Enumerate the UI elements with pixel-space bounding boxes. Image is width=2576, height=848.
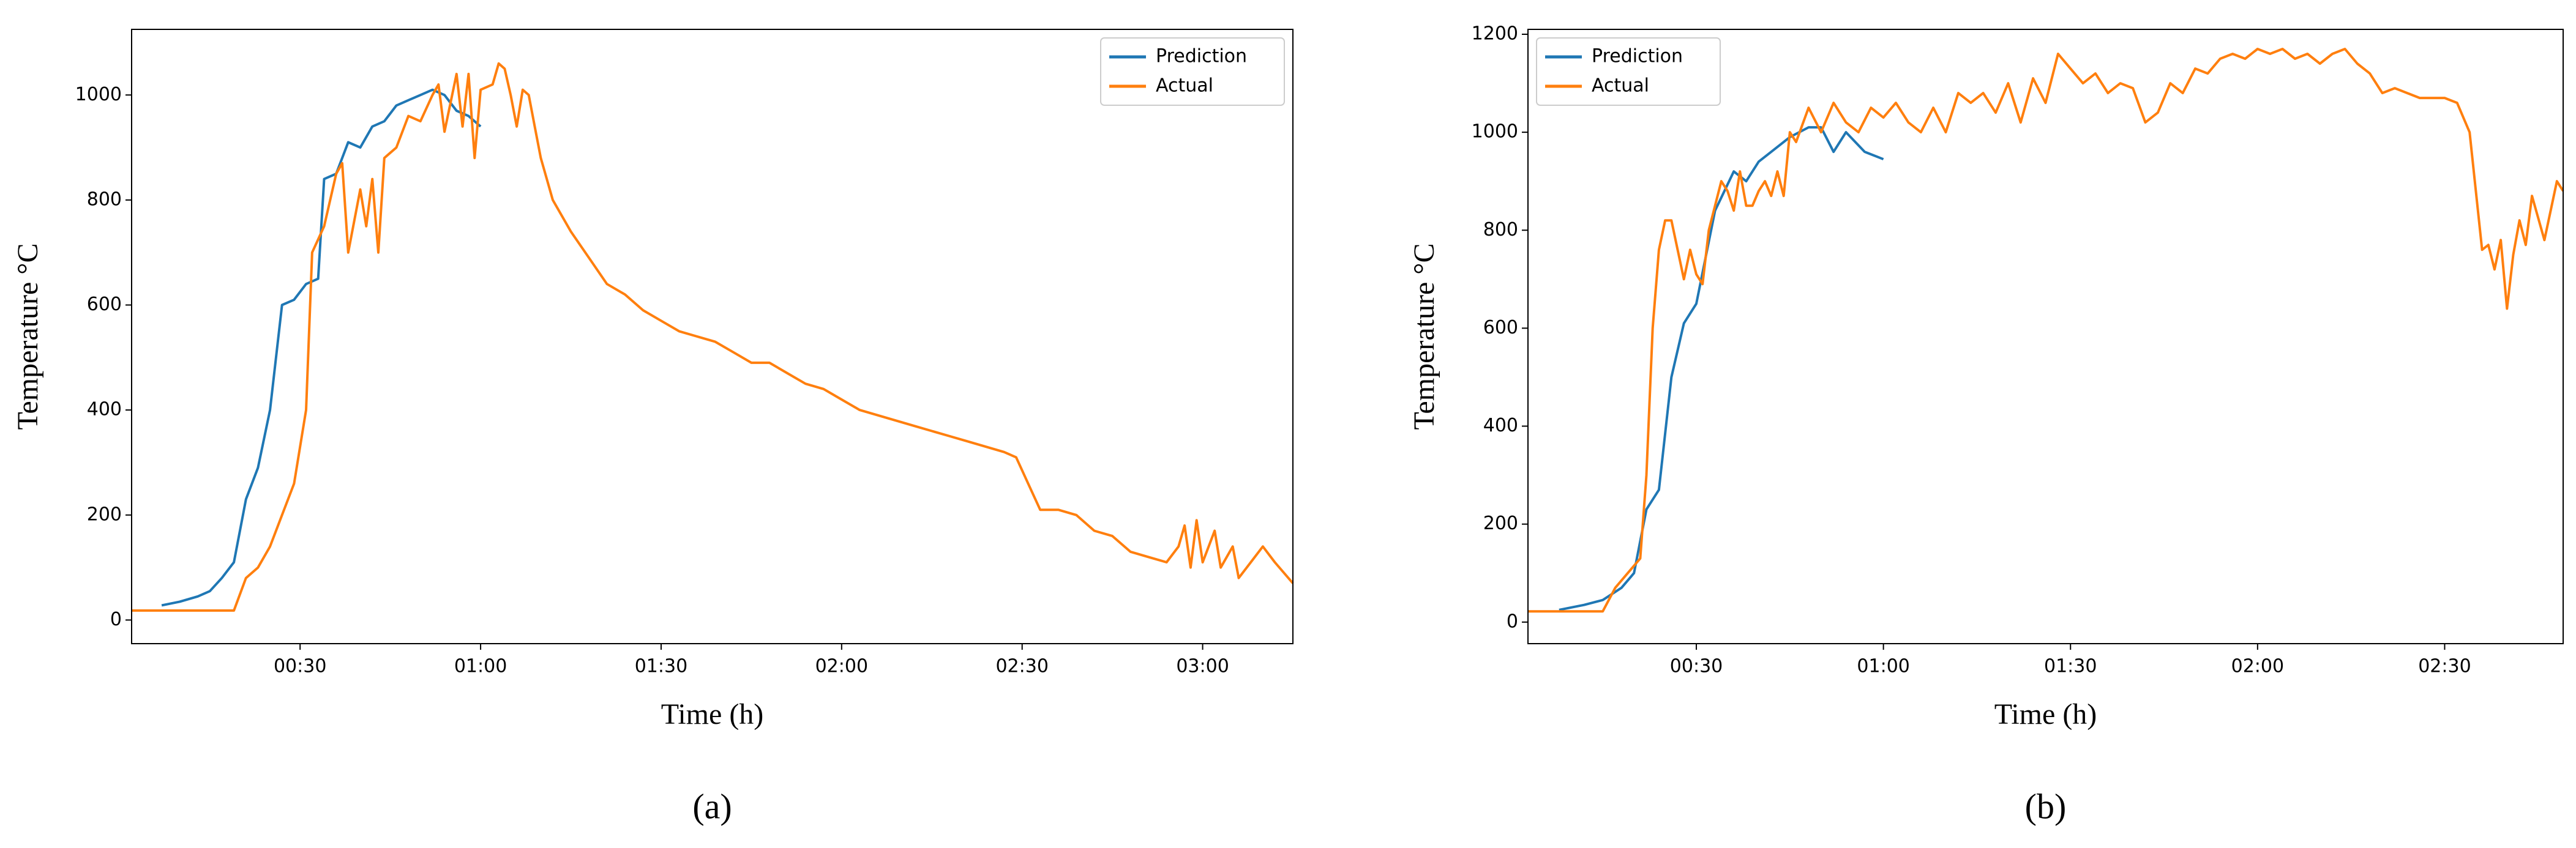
y-tick-label: 1200 [1472, 23, 1518, 45]
legend-box [1536, 37, 1721, 106]
y-tick-label: 600 [1483, 317, 1518, 338]
x-tick-label: 02:30 [2418, 656, 2471, 677]
x-tick-label: 02:30 [995, 656, 1048, 677]
legend-label: Prediction [1156, 46, 1247, 67]
y-tick-label: 600 [87, 294, 122, 315]
data-line [161, 88, 482, 607]
panel-caption: (b) [2025, 786, 2067, 826]
x-tick-label: 03:00 [1176, 656, 1229, 677]
y-tick-label: 0 [1507, 611, 1518, 632]
x-tick-label: 01:30 [2044, 656, 2097, 677]
y-tick-label: 400 [1483, 415, 1518, 436]
y-tick-label: 800 [1483, 219, 1518, 240]
y-tick-label: 1000 [75, 84, 122, 105]
y-axis-label: Temperature °C [12, 243, 44, 430]
x-tick-label: 01:00 [1857, 656, 1909, 677]
y-tick-label: 1000 [1472, 121, 1518, 143]
plot-frame [1527, 29, 2564, 644]
y-tick-label: 200 [1483, 513, 1518, 534]
x-tick-label: 02:00 [815, 656, 868, 677]
y-tick-label: 200 [87, 504, 122, 525]
data-line [132, 62, 1294, 612]
x-tick-label: 01:30 [635, 656, 687, 677]
x-tick-label: 00:30 [274, 656, 326, 677]
plot-frame [131, 29, 1294, 644]
data-line [1528, 48, 2564, 613]
y-tick-label: 800 [87, 188, 122, 210]
data-line [1559, 126, 1884, 611]
x-tick-label: 00:30 [1670, 656, 1723, 677]
x-tick-label: 01:00 [454, 656, 507, 677]
x-tick-label: 02:00 [2231, 656, 2284, 677]
y-tick-label: 0 [110, 609, 122, 630]
legend-box [1100, 37, 1285, 106]
x-axis-label: Time (h) [661, 698, 764, 731]
y-axis-label: Temperature °C [1408, 243, 1440, 430]
legend-label: Actual [1592, 75, 1649, 97]
chart-panel: 0 200 400 600 800 1000 00:30 01:00 01:30 02:00 02:… [12, 29, 1294, 826]
panel-caption: (a) [692, 786, 732, 826]
legend-label: Actual [1156, 75, 1213, 97]
y-tick-label: 400 [87, 399, 122, 420]
chart-panel: 0 200 400 600 800 1000 1200 00:30 01:00 01:30 02:0… [1408, 23, 2564, 826]
x-axis-label: Time (h) [1994, 698, 2097, 731]
legend-label: Prediction [1592, 46, 1683, 67]
